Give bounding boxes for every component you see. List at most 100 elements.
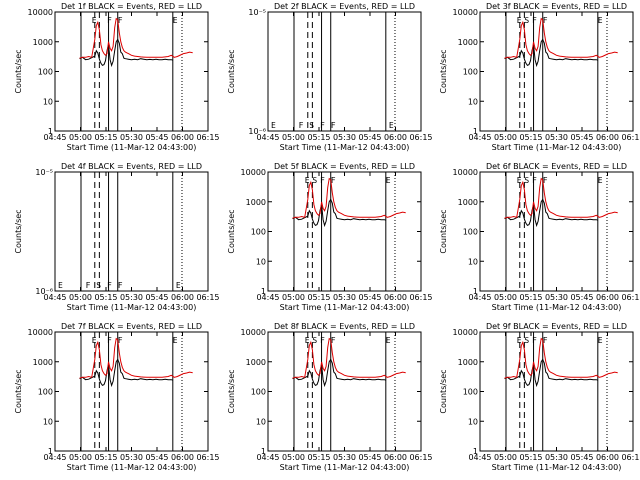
x-tick-label: 06:15 bbox=[621, 133, 640, 142]
y-tick-label: 100 bbox=[463, 68, 478, 77]
y-tick-label: 1000 bbox=[458, 358, 478, 367]
marker-label: E bbox=[598, 336, 603, 345]
y-tick-label: 10 bbox=[468, 417, 478, 426]
y-axis-label: Counts/sec bbox=[227, 209, 236, 253]
x-tick-label: 05:30 bbox=[120, 453, 143, 462]
y-tick-label: 1 bbox=[473, 287, 478, 296]
marker-label: F bbox=[299, 121, 304, 130]
marker-label: E bbox=[598, 16, 603, 25]
marker-label: S bbox=[524, 176, 529, 185]
x-tick-label: 05:00 bbox=[494, 293, 517, 302]
x-tick-label: 06:15 bbox=[409, 293, 432, 302]
series-line-events bbox=[292, 358, 386, 388]
marker-label: S bbox=[312, 176, 317, 185]
y-axis-label: Counts/sec bbox=[439, 209, 448, 253]
y-tick-label: 10000 bbox=[453, 328, 478, 337]
y-tick-label: 1000 bbox=[246, 198, 266, 207]
x-tick-label: 06:15 bbox=[196, 293, 219, 302]
x-tick-label: 05:15 bbox=[94, 453, 117, 462]
x-tick-label: 05:15 bbox=[307, 133, 330, 142]
y-tick-label: 1000 bbox=[458, 38, 478, 47]
x-tick-label: 04:45 bbox=[256, 293, 279, 302]
series-line-events bbox=[79, 358, 173, 388]
x-tick-label: 05:45 bbox=[358, 133, 381, 142]
x-tick-label: 05:30 bbox=[545, 453, 568, 462]
x-tick-label: 05:00 bbox=[282, 293, 305, 302]
x-tick-label: 05:15 bbox=[307, 453, 330, 462]
marker-label: F bbox=[331, 176, 336, 185]
marker-label: E bbox=[271, 121, 276, 130]
y-tick-label: 1000 bbox=[33, 358, 53, 367]
x-tick-label: 06:15 bbox=[196, 133, 219, 142]
plot-frame bbox=[479, 11, 634, 132]
x-axis-label: Start Time (11-Mar-12 04:43:00) bbox=[280, 303, 410, 312]
marker-label: F bbox=[320, 176, 325, 185]
marker-label: F bbox=[543, 336, 548, 345]
marker-label: F bbox=[331, 121, 336, 130]
x-tick-label: 06:00 bbox=[384, 453, 407, 462]
plot-frame bbox=[267, 171, 422, 292]
x-tick-label: 04:45 bbox=[43, 293, 66, 302]
y-tick-label: 10000 bbox=[453, 8, 478, 17]
series-line-events bbox=[79, 38, 173, 68]
marker-label: E bbox=[176, 281, 181, 290]
x-tick-label: 05:00 bbox=[282, 133, 305, 142]
y-tick-label: 10 bbox=[256, 257, 266, 266]
x-axis-label: Start Time (11-Mar-12 04:43:00) bbox=[492, 303, 622, 312]
series-line-events bbox=[292, 198, 386, 228]
y-tick-label: 1 bbox=[473, 447, 478, 456]
y-axis-label: Counts/sec bbox=[14, 369, 23, 413]
x-tick-label: 05:30 bbox=[545, 133, 568, 142]
marker-label: F bbox=[118, 16, 123, 25]
y-tick-label: 1 bbox=[261, 447, 266, 456]
x-axis-label: Start Time (11-Mar-12 04:43:00) bbox=[67, 463, 197, 472]
panel-title: Det 7f BLACK = Events, RED = LLD bbox=[61, 322, 202, 331]
y-tick-label: 1000 bbox=[458, 198, 478, 207]
marker-label: F bbox=[118, 281, 123, 290]
marker-label: F bbox=[107, 336, 112, 345]
marker-label: E bbox=[173, 16, 178, 25]
x-tick-label: 06:15 bbox=[409, 453, 432, 462]
marker-label: F bbox=[118, 336, 123, 345]
y-tick-label: 100 bbox=[38, 68, 53, 77]
y-tick-label: 1000 bbox=[33, 38, 53, 47]
x-tick-label: 05:30 bbox=[120, 133, 143, 142]
series-line-events bbox=[504, 38, 598, 68]
marker-label: F bbox=[543, 176, 548, 185]
y-tick-label: 100 bbox=[38, 388, 53, 397]
x-tick-label: 05:15 bbox=[519, 133, 542, 142]
marker-label: E bbox=[517, 16, 522, 25]
marker-label: E bbox=[517, 176, 522, 185]
y-tick-label: 10 bbox=[43, 417, 53, 426]
x-tick-label: 05:15 bbox=[519, 293, 542, 302]
y-tick-label: 1 bbox=[261, 287, 266, 296]
x-tick-label: 05:00 bbox=[69, 453, 92, 462]
x-tick-label: 05:30 bbox=[120, 293, 143, 302]
series-line-lld bbox=[504, 17, 618, 59]
y-tick-label: 10⁻⁵ bbox=[248, 8, 266, 17]
marker-label: S bbox=[524, 16, 529, 25]
x-axis-label: Start Time (11-Mar-12 04:43:00) bbox=[492, 143, 622, 152]
x-tick-label: 06:00 bbox=[171, 453, 194, 462]
marker-label: E bbox=[58, 281, 63, 290]
y-tick-label: 10⁻⁵ bbox=[35, 168, 53, 177]
marker-label: F bbox=[532, 176, 537, 185]
x-tick-label: 05:45 bbox=[145, 293, 168, 302]
marker-label: E bbox=[92, 336, 97, 345]
y-axis-label: Counts/sec bbox=[14, 49, 23, 93]
panel-title: Det 9f BLACK = Events, RED = LLD bbox=[486, 322, 627, 331]
y-tick-label: 1 bbox=[48, 127, 53, 136]
x-tick-label: 04:45 bbox=[43, 133, 66, 142]
panel-title: Det 6f BLACK = Events, RED = LLD bbox=[486, 162, 627, 171]
marker-label: E bbox=[305, 336, 310, 345]
marker-label: E bbox=[305, 176, 310, 185]
series-line-lld bbox=[79, 337, 193, 379]
marker-label: E bbox=[173, 336, 178, 345]
